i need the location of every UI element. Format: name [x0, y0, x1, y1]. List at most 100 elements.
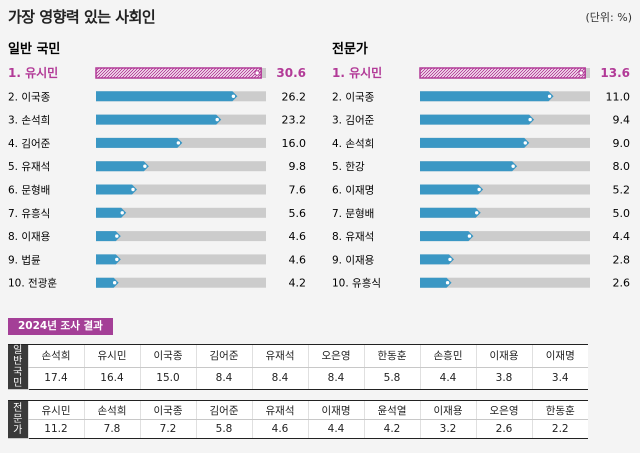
bar-hatch [115, 67, 127, 79]
bar-hatch [127, 67, 139, 79]
table-value-cell: 4.6 [251, 419, 308, 439]
rank-label: 4. 손석희 [332, 138, 374, 150]
bar-end-dot [214, 116, 220, 123]
rank-label: 10. 유흥식 [332, 277, 381, 290]
table-value-cell: 4.4 [307, 419, 364, 439]
table-value-cell: 15.0 [139, 367, 196, 390]
bar-hatch [556, 67, 568, 79]
table-value-cell: 7.2 [139, 419, 196, 439]
table-value-cell: 11.2 [27, 419, 84, 439]
bar-hatch [514, 67, 526, 79]
bar-hatch [505, 67, 517, 79]
rank-label: 6. 이재명 [332, 185, 374, 197]
bar-track [420, 277, 590, 288]
bar-hatch [499, 67, 511, 79]
bar-track [420, 184, 590, 195]
rank-label: 2. 이국종 [8, 91, 51, 103]
bar-hatch [550, 67, 562, 79]
data-label: 11.0 [606, 90, 631, 103]
table-name-cell: 김어준 [195, 400, 252, 420]
bar-hatch [211, 67, 223, 79]
bar-hatch [238, 67, 250, 79]
bar-hatch [523, 67, 535, 79]
bar-hatch [520, 67, 532, 79]
table-value-cell: 4.2 [363, 419, 420, 439]
table-name-cell: 오은영 [307, 344, 364, 368]
bar-value [96, 254, 121, 265]
rank-label: 7. 문형배 [332, 208, 374, 220]
data-label: 26.2 [282, 90, 307, 103]
table-value-cell: 2.2 [531, 419, 588, 439]
bar-end-dot [142, 163, 148, 169]
bar-value [420, 161, 518, 172]
bar-hatch [100, 67, 112, 79]
bar-end-dot [447, 256, 453, 263]
table-name-cell: 유시민 [27, 400, 84, 420]
table-name-cell: 김어준 [195, 344, 252, 368]
table-name-cell: 손석희 [27, 344, 84, 368]
bar-end-dot [546, 93, 553, 100]
bar-charts: 일반 국민 1. 유시민 30.6 2. 이국종 26.2 3. 손석희 23.2 4. 김어… [8, 41, 631, 290]
table-value-cell: 8.4 [195, 367, 252, 390]
bar-hatch [419, 67, 427, 75]
bar-hatch [196, 67, 208, 79]
bar-hatch [235, 67, 247, 79]
bar-value [96, 231, 121, 242]
bar-hatch [493, 67, 505, 79]
table-name-cell: 윤석열 [363, 400, 420, 420]
data-label: 16.0 [282, 137, 307, 150]
bar-hatch [496, 67, 508, 79]
bar-value [96, 137, 183, 148]
bar-hatch [565, 67, 577, 79]
bar-hatch [430, 67, 442, 79]
bar-hatch [241, 67, 253, 79]
data-label: 8.0 [613, 160, 631, 173]
bar-value [420, 137, 530, 148]
bar-hatch [229, 67, 241, 79]
data-label: 9.4 [613, 114, 631, 127]
rank-label: 2. 이국종 [332, 91, 375, 103]
result-table-public: 일반국민 손석희 유시민 이국종 김어준 유재석 오은영 한동훈 손흥민 이재용 이재명 17.4 1… [8, 344, 588, 390]
bar-hatch [151, 67, 163, 79]
bar-hatch [136, 67, 148, 79]
data-label: 4.4 [613, 230, 631, 243]
table-name-cell: 한동훈 [531, 400, 588, 420]
bar-hatch [199, 67, 211, 79]
bar-track [96, 207, 266, 218]
table-name-cell: 손석희 [83, 400, 140, 420]
bar-hatch [487, 67, 499, 79]
bar-hatch [163, 67, 175, 79]
bar-hatch [169, 67, 181, 79]
bar-value [420, 207, 481, 218]
bar-end-dot [474, 210, 480, 216]
bar-hatch [121, 67, 133, 79]
bar-hatch [448, 67, 460, 79]
table-value-cell: 2.6 [475, 419, 532, 439]
bar-hatch [568, 67, 580, 79]
bar-hatch [436, 67, 448, 79]
table-name-cell: 한동훈 [363, 344, 420, 368]
data-label: 2.6 [613, 277, 631, 290]
bar-hatch [178, 67, 190, 79]
bar-end-dot [466, 233, 473, 239]
bar-hatch [475, 67, 487, 79]
bar-track [96, 231, 266, 242]
bar-hatch [166, 67, 178, 79]
rank-label: 9. 법륜 [8, 254, 41, 266]
bar-hatch [95, 67, 103, 75]
bar-hatch [142, 67, 154, 79]
bar-hatch [559, 67, 571, 79]
rank-label: 8. 유재석 [332, 231, 374, 243]
bar-end-dot [114, 256, 120, 263]
page-title: 가장 영향력 있는 사회인 [8, 8, 156, 26]
bar-end-dot [230, 93, 237, 100]
bar-hatch [118, 67, 130, 79]
bar-hatch [97, 67, 109, 79]
bar-hatch [244, 67, 256, 79]
chart-title: 전문가 [332, 41, 368, 57]
rank-label: 1. 유시민 [332, 65, 382, 80]
table-value-cell: 17.4 [27, 367, 84, 390]
bar-hatch [133, 67, 145, 79]
data-label: 9.0 [613, 137, 631, 150]
bar-hatch [247, 67, 259, 79]
